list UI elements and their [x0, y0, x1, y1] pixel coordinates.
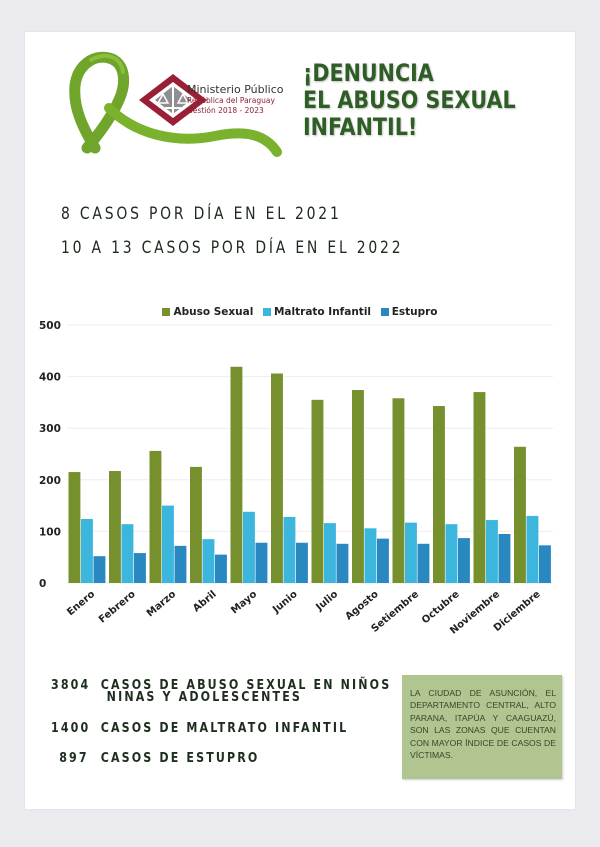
bar-abuso-sexual-setiembre: [392, 398, 405, 583]
bar-estupro-marzo: [174, 545, 187, 583]
bar-maltrato-infantil-noviembre: [486, 520, 498, 583]
y-tick-label: 0: [39, 578, 46, 590]
total-row-estupro: 897 CASOS DE ESTUPRO: [51, 750, 259, 766]
total-number: 1400: [51, 720, 91, 736]
bar-estupro-enero: [93, 556, 106, 583]
x-tick-label: Junio: [270, 589, 300, 616]
bar-maltrato-infantil-marzo: [162, 505, 174, 583]
bar-maltrato-infantil-enero: [81, 519, 93, 583]
x-tick-label: Agosto: [343, 589, 380, 623]
headline: ¡DENUNCIA EL ABUSO SEXUAL INFANTIL!: [303, 60, 516, 141]
total-row-maltrato-infantil: 1400 CASOS DE MALTRATO INFANTIL: [51, 720, 348, 736]
bar-abuso-sexual-julio: [311, 399, 324, 583]
x-tick-label: Abril: [191, 589, 219, 615]
x-tick-label: Octubre: [420, 589, 462, 627]
bar-abuso-sexual-noviembre: [473, 392, 486, 583]
bar-abuso-sexual-junio: [271, 373, 283, 583]
bar-estupro-junio: [296, 542, 308, 583]
y-tick-label: 400: [39, 372, 61, 384]
legend-swatch-abuso-sexual: [162, 308, 171, 316]
bar-estupro-agosto: [377, 538, 389, 583]
bar-maltrato-infantil-julio: [324, 523, 336, 583]
stat-2021: 8 CASOS POR DÍA EN EL 2021: [61, 204, 342, 224]
green-ribbon-icon: [69, 51, 282, 157]
bar-abuso-sexual-diciembre: [514, 446, 526, 583]
bar-maltrato-infantil-diciembre: [526, 515, 539, 583]
bar-maltrato-infantil-mayo: [243, 511, 255, 583]
total-row-abuso-sexual-line-2: NINAS Y ADOLESCENTES: [51, 689, 302, 705]
logo-period: Gestión 2018 - 2023: [187, 105, 264, 115]
total-number: 3804: [51, 677, 91, 693]
bar-maltrato-infantil-junio: [283, 516, 296, 583]
logo-subtitle: República del Paraguay: [187, 96, 275, 105]
legend-swatch-maltrato-infantil: [262, 308, 271, 316]
bar-maltrato-infantil-setiembre: [405, 522, 417, 583]
bar-abuso-sexual-febrero: [109, 471, 121, 583]
total-label: CASOS DE ABUSO SEXUAL EN NIÑOS: [100, 677, 392, 693]
regions-note-box: La ciudad de Asunción, el departamento C…: [402, 675, 562, 779]
monthly-cases-bar-chart: Abuso Sexual Maltrato Infantil Estupro 0…: [25, 297, 575, 642]
bar-abuso-sexual-mayo: [230, 366, 243, 583]
stat-2022: 10 A 13 CASOS POR DÍA EN EL 2022: [61, 238, 404, 258]
legend-item-abuso-sexual: Abuso Sexual: [162, 306, 253, 318]
headline-line-3: INFANTIL!: [303, 113, 418, 141]
legend-swatch-estupro: [380, 308, 389, 316]
chart-legend: Abuso Sexual Maltrato Infantil Estupro: [25, 306, 575, 319]
legend-label: Abuso Sexual: [173, 306, 254, 318]
bar-estupro-mayo: [255, 542, 268, 583]
bar-abuso-sexual-abril: [190, 466, 202, 583]
bar-estupro-setiembre: [417, 543, 430, 583]
y-tick-label: 100: [39, 526, 61, 538]
y-tick-label: 200: [39, 475, 61, 487]
bar-estupro-abril: [215, 554, 227, 583]
x-tick-label: Mayo: [229, 589, 259, 617]
x-tick-label: Marzo: [145, 589, 178, 620]
chart-plot: 0 100 200 300 400 500 Enero Febrero Marzo Abril Ma…: [39, 320, 553, 637]
legend-item-estupro: Estupro: [380, 306, 438, 318]
bar-maltrato-infantil-octubre: [445, 524, 458, 583]
legend-item-maltrato-infantil: Maltrato Infantil: [262, 306, 372, 318]
infographic-card: Ministerio Público República del Paragua…: [25, 32, 575, 809]
bar-estupro-octubre: [458, 538, 470, 583]
bar-estupro-diciembre: [539, 545, 551, 583]
bar-abuso-sexual-enero: [68, 472, 81, 583]
total-label-continued: NINAS Y ADOLESCENTES: [106, 689, 303, 705]
x-tick-label: Enero: [65, 589, 97, 618]
regions-note-text: La ciudad de Asunción, el departamento C…: [410, 688, 556, 761]
bar-abuso-sexual-octubre: [433, 406, 445, 583]
bar-abuso-sexual-agosto: [352, 390, 364, 583]
logo-title: Ministerio Público: [187, 83, 284, 96]
total-number: 897: [59, 750, 89, 766]
total-row-abuso-sexual: 3804 CASOS DE ABUSO SEXUAL EN NIÑOS: [51, 677, 391, 693]
total-label: CASOS DE ESTUPRO: [100, 750, 260, 766]
headline-line-2: EL ABUSO SEXUAL: [303, 86, 516, 114]
y-tick-label: 300: [39, 423, 61, 435]
bar-maltrato-infantil-abril: [202, 539, 215, 583]
headline-line-1: ¡DENUNCIA: [303, 59, 434, 87]
y-tick-label: 500: [39, 320, 61, 332]
x-tick-label: Julio: [314, 589, 341, 614]
bar-estupro-febrero: [134, 553, 146, 583]
bar-estupro-noviembre: [498, 533, 511, 583]
bar-abuso-sexual-marzo: [149, 450, 162, 583]
scales-of-justice-emblem-icon: [139, 74, 207, 126]
bar-estupro-julio: [336, 543, 349, 583]
x-tick-label: Febrero: [97, 589, 138, 626]
legend-label: Estupro: [391, 306, 438, 318]
total-label: CASOS DE MALTRATO INFANTIL: [100, 720, 349, 736]
ministerio-publico-logo: Ministerio Público República del Paragua…: [65, 48, 285, 158]
bar-maltrato-infantil-febrero: [121, 524, 134, 583]
bar-maltrato-infantil-agosto: [364, 528, 377, 583]
legend-label: Maltrato Infantil: [273, 306, 372, 318]
